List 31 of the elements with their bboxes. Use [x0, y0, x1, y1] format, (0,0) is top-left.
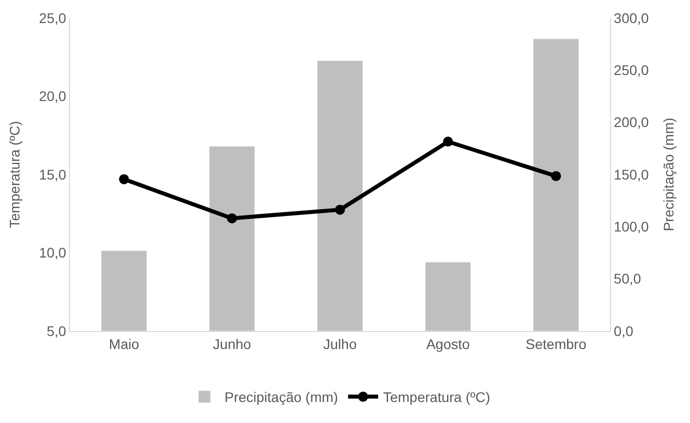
y2-tick-label: 50,0: [614, 270, 642, 287]
bar: [425, 262, 471, 331]
point: [551, 171, 561, 182]
y2-tick-label: 100,0: [614, 218, 650, 235]
y2-tick-label: 150,0: [614, 166, 650, 182]
bar: [317, 60, 363, 331]
y-axis-title: Temperatura (ºC): [6, 120, 23, 228]
point: [227, 213, 237, 224]
bar: [101, 250, 147, 331]
x-tick-label: Junho: [212, 336, 252, 352]
y2-tick-label: 250,0: [614, 62, 650, 78]
point: [443, 136, 453, 147]
bar: [533, 38, 579, 331]
y-tick-label: 5,0: [46, 322, 66, 339]
legend-label: Precipitação (mm): [224, 389, 338, 406]
bar: [209, 146, 255, 331]
x-tick-label: Agosto: [426, 336, 470, 352]
x-tick-label: Maio: [108, 336, 140, 352]
y2-tick-label: 300,0: [614, 10, 650, 26]
y2-tick-label: 0,0: [614, 322, 634, 339]
point: [119, 174, 129, 184]
point: [335, 204, 345, 215]
y-tick-label: 25,0: [38, 10, 66, 26]
y-tick-label: 20,0: [38, 88, 66, 104]
y2-axis-title: Precipitação (mm): [660, 118, 676, 232]
x-tick-label: Julho: [323, 336, 357, 352]
legend-label: Temperatura (ºC): [383, 389, 490, 406]
x-tick-label: Setembro: [526, 336, 587, 352]
y-tick-label: 15,0: [38, 166, 66, 182]
y2-tick-label: 200,0: [614, 114, 650, 130]
y-tick-label: 10,0: [38, 244, 66, 261]
